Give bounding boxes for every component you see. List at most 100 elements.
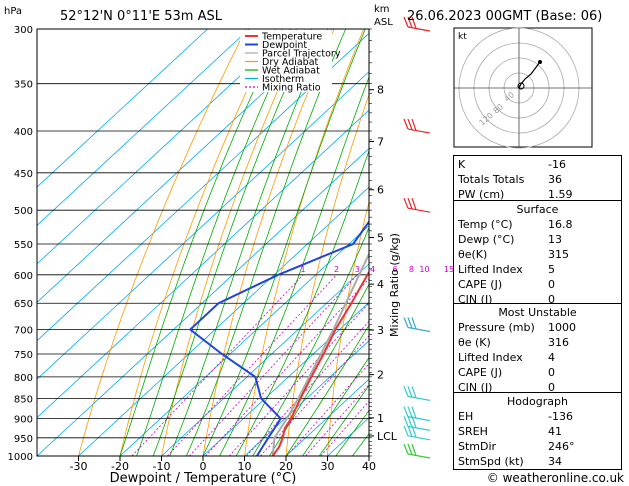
wind-barb-flag — [407, 317, 413, 329]
table-row: Pressure (mb) 1000 — [458, 320, 617, 335]
pressure-tick-label: 950 — [14, 434, 33, 445]
row-value: 0 — [548, 293, 555, 306]
wind-barb-flag — [407, 425, 413, 437]
x-tick-label: 0 — [200, 460, 207, 473]
table-row: CAPE (J) 0 — [458, 365, 617, 380]
wind-barb-flag — [411, 197, 417, 210]
wind-barb — [403, 416, 431, 431]
wind-barb-flag — [411, 416, 417, 428]
row-value: 5 — [548, 263, 555, 276]
row-value: 0 — [548, 366, 555, 379]
surface-box: Surface Temp (°C) 16.8 Dewp (°C) 13 θe(K) 315… — [453, 200, 622, 306]
isotherm-line — [244, 340, 369, 456]
isotherm-line — [161, 263, 369, 456]
wind-barb-flag — [407, 406, 413, 418]
wind-barb-flag — [403, 425, 409, 437]
wind-barb-flag — [411, 386, 417, 398]
row-value: 36 — [548, 173, 562, 186]
pressure-tick-label: 700 — [14, 326, 33, 337]
wind-barb — [403, 197, 431, 213]
legend-entry: Wet Adiabat — [262, 66, 320, 77]
wind-barb-flag — [407, 416, 413, 428]
hodo-table-title: Hodograph — [507, 395, 568, 408]
row-key: StmSpd (kt) — [458, 455, 524, 468]
skewt-lines — [37, 29, 369, 456]
pressure-tick-label: 300 — [14, 25, 33, 36]
legend-entry: Mixing Ratio — [262, 83, 321, 94]
table-row: CIN (J) 0 — [458, 380, 617, 395]
x-axis-label: Dewpoint / Temperature (°C) — [110, 471, 297, 486]
row-key: θe (K) — [458, 336, 491, 349]
row-value: 0 — [548, 381, 555, 394]
isotherm-line — [37, 148, 369, 456]
mixing-ratio-label: 1 — [300, 265, 305, 274]
wind-barb — [403, 406, 431, 422]
wet-adiabat-line — [302, 356, 369, 456]
legend-entry: Isotherm — [262, 74, 304, 85]
dry-adiabat-line — [78, 29, 247, 456]
mixing-ratio-line — [320, 400, 369, 456]
wind-barb-shaft — [407, 326, 431, 333]
table-row: CIN (J) 0 — [458, 292, 617, 307]
row-value: 1000 — [548, 321, 576, 334]
pressure-tick-label: 750 — [14, 350, 33, 361]
wind-barb-shaft — [407, 453, 431, 459]
x-tick-label: 10 — [238, 460, 252, 473]
row-value: 34 — [548, 455, 562, 468]
pressure-tick-label: 600 — [14, 271, 33, 282]
row-key: Pressure (mb) — [458, 321, 535, 334]
pressure-tick-label: 900 — [14, 415, 33, 426]
wind-barb-flag — [411, 118, 417, 131]
mixing-ratio-label: 15 — [444, 265, 454, 274]
wind-barb-flag — [403, 16, 409, 28]
hodograph-end-point — [538, 60, 542, 64]
location-title: 52°12'N 0°11'E 53m ASL — [60, 9, 223, 24]
wind-barb-flag — [403, 197, 409, 209]
legend-entry: Dewpoint — [262, 40, 307, 51]
mixing-ratio-line — [131, 274, 304, 456]
wind-barb — [403, 386, 431, 401]
isotherm-line — [37, 29, 333, 303]
wind-barb-shaft — [407, 128, 431, 134]
wind-barb-shaft — [407, 26, 431, 32]
mixing-ratio-line — [260, 335, 369, 456]
table-row: θe(K) 315 — [458, 247, 617, 262]
datetime-title: 26.06.2023 00GMT (Base: 06) — [407, 9, 602, 24]
pressure-tick-label: 450 — [14, 169, 33, 180]
table-row: StmSpd (kt) 34 — [458, 454, 617, 469]
wind-barb-flag — [407, 386, 413, 398]
mixing-ratio-line — [286, 363, 369, 456]
temperature-line — [271, 270, 369, 456]
table-row: K -16 — [458, 157, 617, 172]
dry-adiabat-line — [327, 200, 369, 456]
mixing-ratio-line — [189, 274, 358, 456]
hpa-label: hPa — [4, 6, 22, 17]
wet-adiabat-line — [119, 29, 283, 456]
row-value: 1.59 — [548, 188, 573, 201]
km-tick-label: 1 — [377, 412, 384, 425]
table-row: Temp (°C) 16.8 — [458, 217, 617, 232]
pressure-tick-label: 1000 — [8, 452, 33, 463]
wind-barb-shaft — [407, 425, 431, 431]
hodograph-frame — [453, 27, 593, 148]
legend-entry: Dry Adiabat — [262, 57, 319, 68]
skewt-axes: 1234681015202530035040045050055060065070… — [8, 25, 487, 473]
row-key: CIN (J) — [458, 381, 493, 394]
table-row: CAPE (J) 0 — [458, 277, 617, 292]
mixing-ratio-line — [246, 320, 369, 456]
surface-title: Surface — [516, 203, 559, 216]
table-row: Totals Totals 36 — [458, 172, 617, 187]
km-tick-label: 3 — [377, 324, 384, 337]
isotherm-line — [78, 186, 369, 456]
wind-barb-flag — [403, 118, 409, 130]
wind-barb-flag — [407, 197, 413, 210]
wind-barb — [403, 16, 431, 32]
hodo-table-box: Hodograph EH -136 SREH 41 StmDir 246° StmSpd (… — [453, 392, 622, 470]
row-key: PW (cm) — [458, 188, 505, 201]
wet-adiabat-line — [335, 409, 369, 456]
mixing-ratio-label: 4 — [370, 265, 375, 274]
hodograph-storm-motion — [517, 82, 525, 90]
row-value: 4 — [548, 351, 555, 364]
indices-box: K -16 Totals Totals 36 PW (cm) 1.59 — [453, 155, 622, 204]
